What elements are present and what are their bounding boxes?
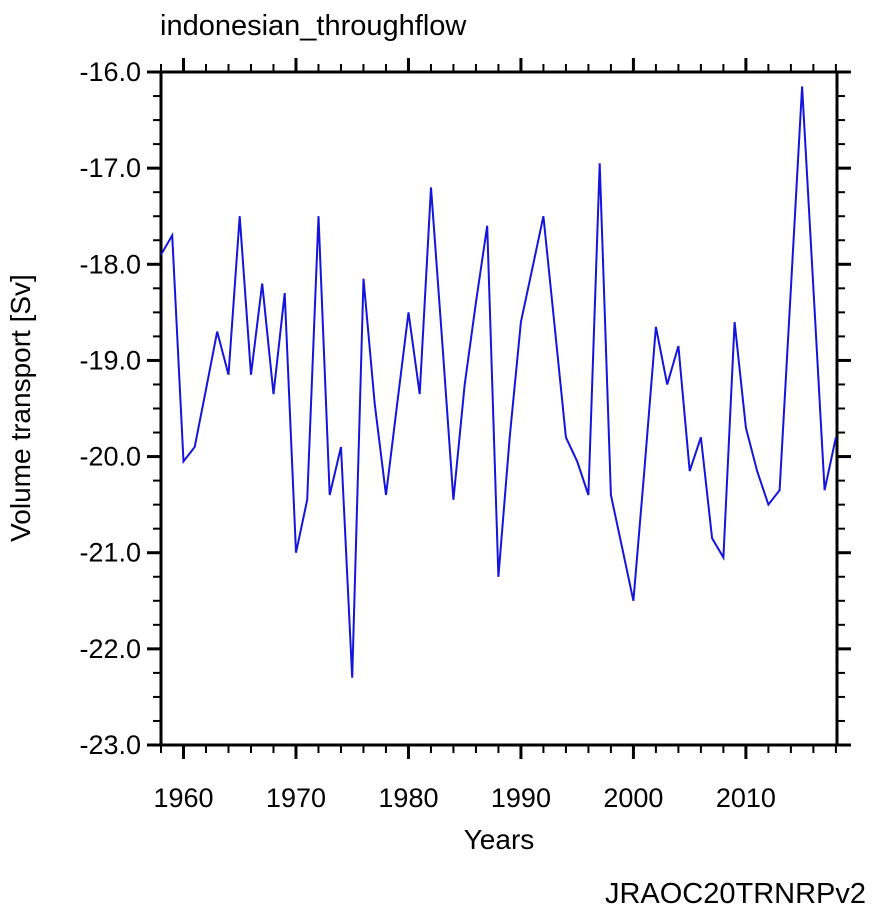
plot-area: -16.0 -17.0 -18.0 -19.0 -20.0 -21.0 -22.0 -23.0… (79, 57, 851, 813)
chart-title: indonesian_throughflow (160, 10, 467, 42)
x-tick-label: 2000 (603, 783, 663, 813)
y-tick-label: -18.0 (79, 249, 141, 279)
x-tick-label: 1970 (266, 783, 326, 813)
x-axis-title: Years (464, 824, 535, 855)
dataset-label: JRAOC20TRNRPv2 (605, 878, 866, 910)
y-tick-label: -17.0 (79, 153, 141, 183)
x-tick-label: 2010 (716, 783, 776, 813)
y-tick-label: -20.0 (79, 442, 141, 472)
plot-frame (159, 70, 839, 747)
y-tick-label: -23.0 (79, 730, 141, 760)
data-series-line (160, 86, 837, 678)
y-axis-title: Volume transport [Sv] (5, 274, 36, 542)
y-tick-label: -21.0 (79, 538, 141, 568)
x-tick-label: 1990 (491, 783, 551, 813)
x-tick-label: 1980 (378, 783, 438, 813)
y-tick-label: -19.0 (79, 345, 141, 375)
y-tick-label: -22.0 (79, 634, 141, 664)
y-tick-label: -16.0 (79, 57, 141, 87)
x-tick-label: 1960 (153, 783, 213, 813)
